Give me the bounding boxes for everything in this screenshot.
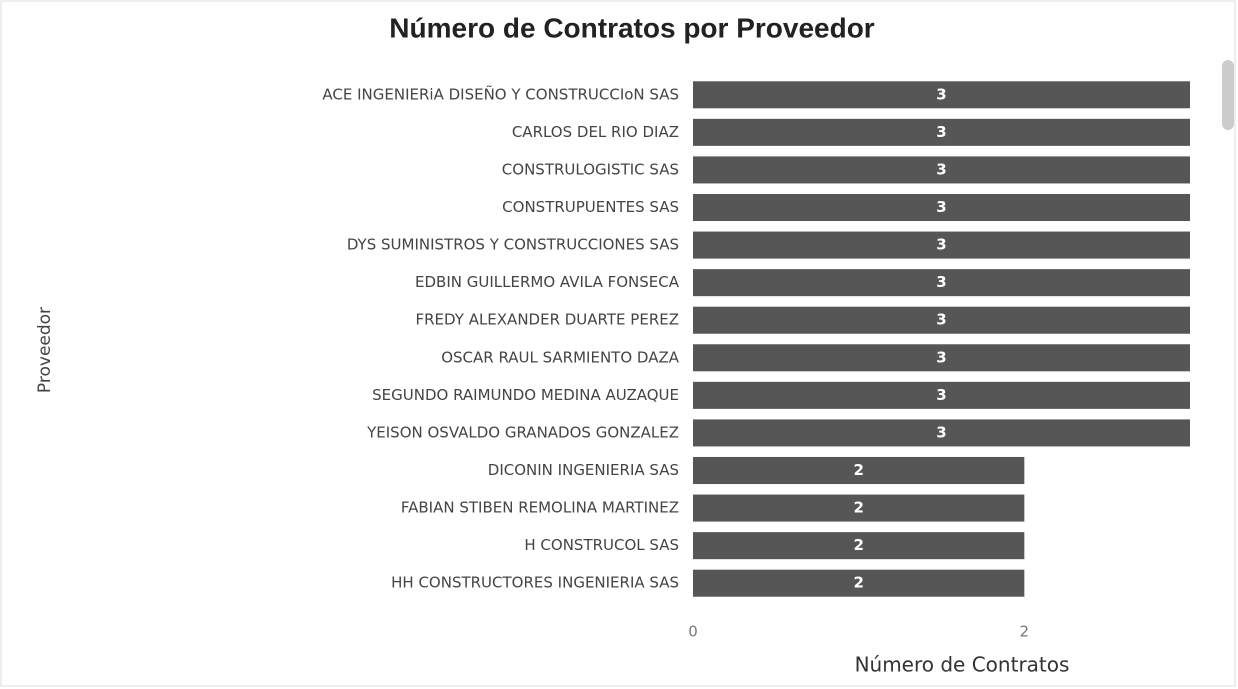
- bar: [693, 381, 1190, 409]
- data-label: 3: [936, 348, 946, 366]
- y-tick-label: HH CONSTRUCTORES INGENIERIA SAS: [391, 574, 679, 592]
- bar: [693, 269, 1190, 297]
- bar: [693, 456, 1025, 485]
- y-tick-label: CARLOS DEL RIO DIAZ: [512, 123, 679, 141]
- data-label: 3: [936, 423, 946, 441]
- y-tick-label: DYS SUMINISTROS Y CONSTRUCCIONES SAS: [347, 236, 679, 254]
- x-tick-label: 2: [1020, 623, 1030, 641]
- data-label: 3: [936, 123, 946, 141]
- scrollbar[interactable]: [1222, 60, 1234, 130]
- y-tick-label: EDBIN GUILLERMO AVILA FONSECA: [415, 273, 680, 291]
- y-tick-label: DICONIN INGENIERIA SAS: [488, 461, 679, 479]
- y-tick-label: SEGUNDO RAIMUNDO MEDINA AUZAQUE: [372, 386, 679, 404]
- bar: [693, 532, 1025, 560]
- y-tick-label: YEISON OSVALDO GRANADOS GONZALEZ: [366, 423, 679, 441]
- bar: [693, 494, 1025, 522]
- x-tick-label: 0: [688, 623, 698, 641]
- bar: [693, 81, 1190, 109]
- y-tick-label: ACE INGENIERiA DISEÑO Y CONSTRUCCIoN SAS: [322, 84, 679, 103]
- bar: [693, 419, 1190, 447]
- data-label: 3: [936, 198, 946, 216]
- chart-title: Número de Contratos por Proveedor: [389, 12, 875, 43]
- data-label: 2: [853, 574, 863, 592]
- data-label: 3: [936, 160, 946, 178]
- y-tick-label: FABIAN STIBEN REMOLINA MARTINEZ: [401, 499, 679, 517]
- data-label: 3: [936, 273, 946, 291]
- bar: [693, 156, 1190, 184]
- bar: [693, 118, 1190, 146]
- data-label: 3: [936, 85, 946, 103]
- data-label: 3: [936, 236, 946, 254]
- data-label: 2: [853, 461, 863, 479]
- y-tick-label: OSCAR RAUL SARMIENTO DAZA: [441, 348, 680, 366]
- y-tick-label: CONSTRULOGISTIC SAS: [502, 160, 679, 178]
- bar: [693, 193, 1190, 222]
- x-axis-label: Número de Contratos: [855, 653, 1070, 677]
- bar: [693, 569, 1025, 597]
- bar: [693, 231, 1190, 259]
- data-label: 3: [936, 386, 946, 404]
- y-tick-label: CONSTRUPUENTES SAS: [502, 198, 679, 216]
- y-axis-label: Proveedor: [35, 307, 55, 393]
- data-label: 2: [853, 499, 863, 517]
- y-tick-label: FREDY ALEXANDER DUARTE PEREZ: [416, 311, 680, 329]
- bar: [693, 306, 1190, 334]
- bar: [693, 344, 1190, 372]
- data-label: 2: [853, 536, 863, 554]
- data-label: 3: [936, 311, 946, 329]
- y-tick-label: H CONSTRUCOL SAS: [524, 536, 679, 554]
